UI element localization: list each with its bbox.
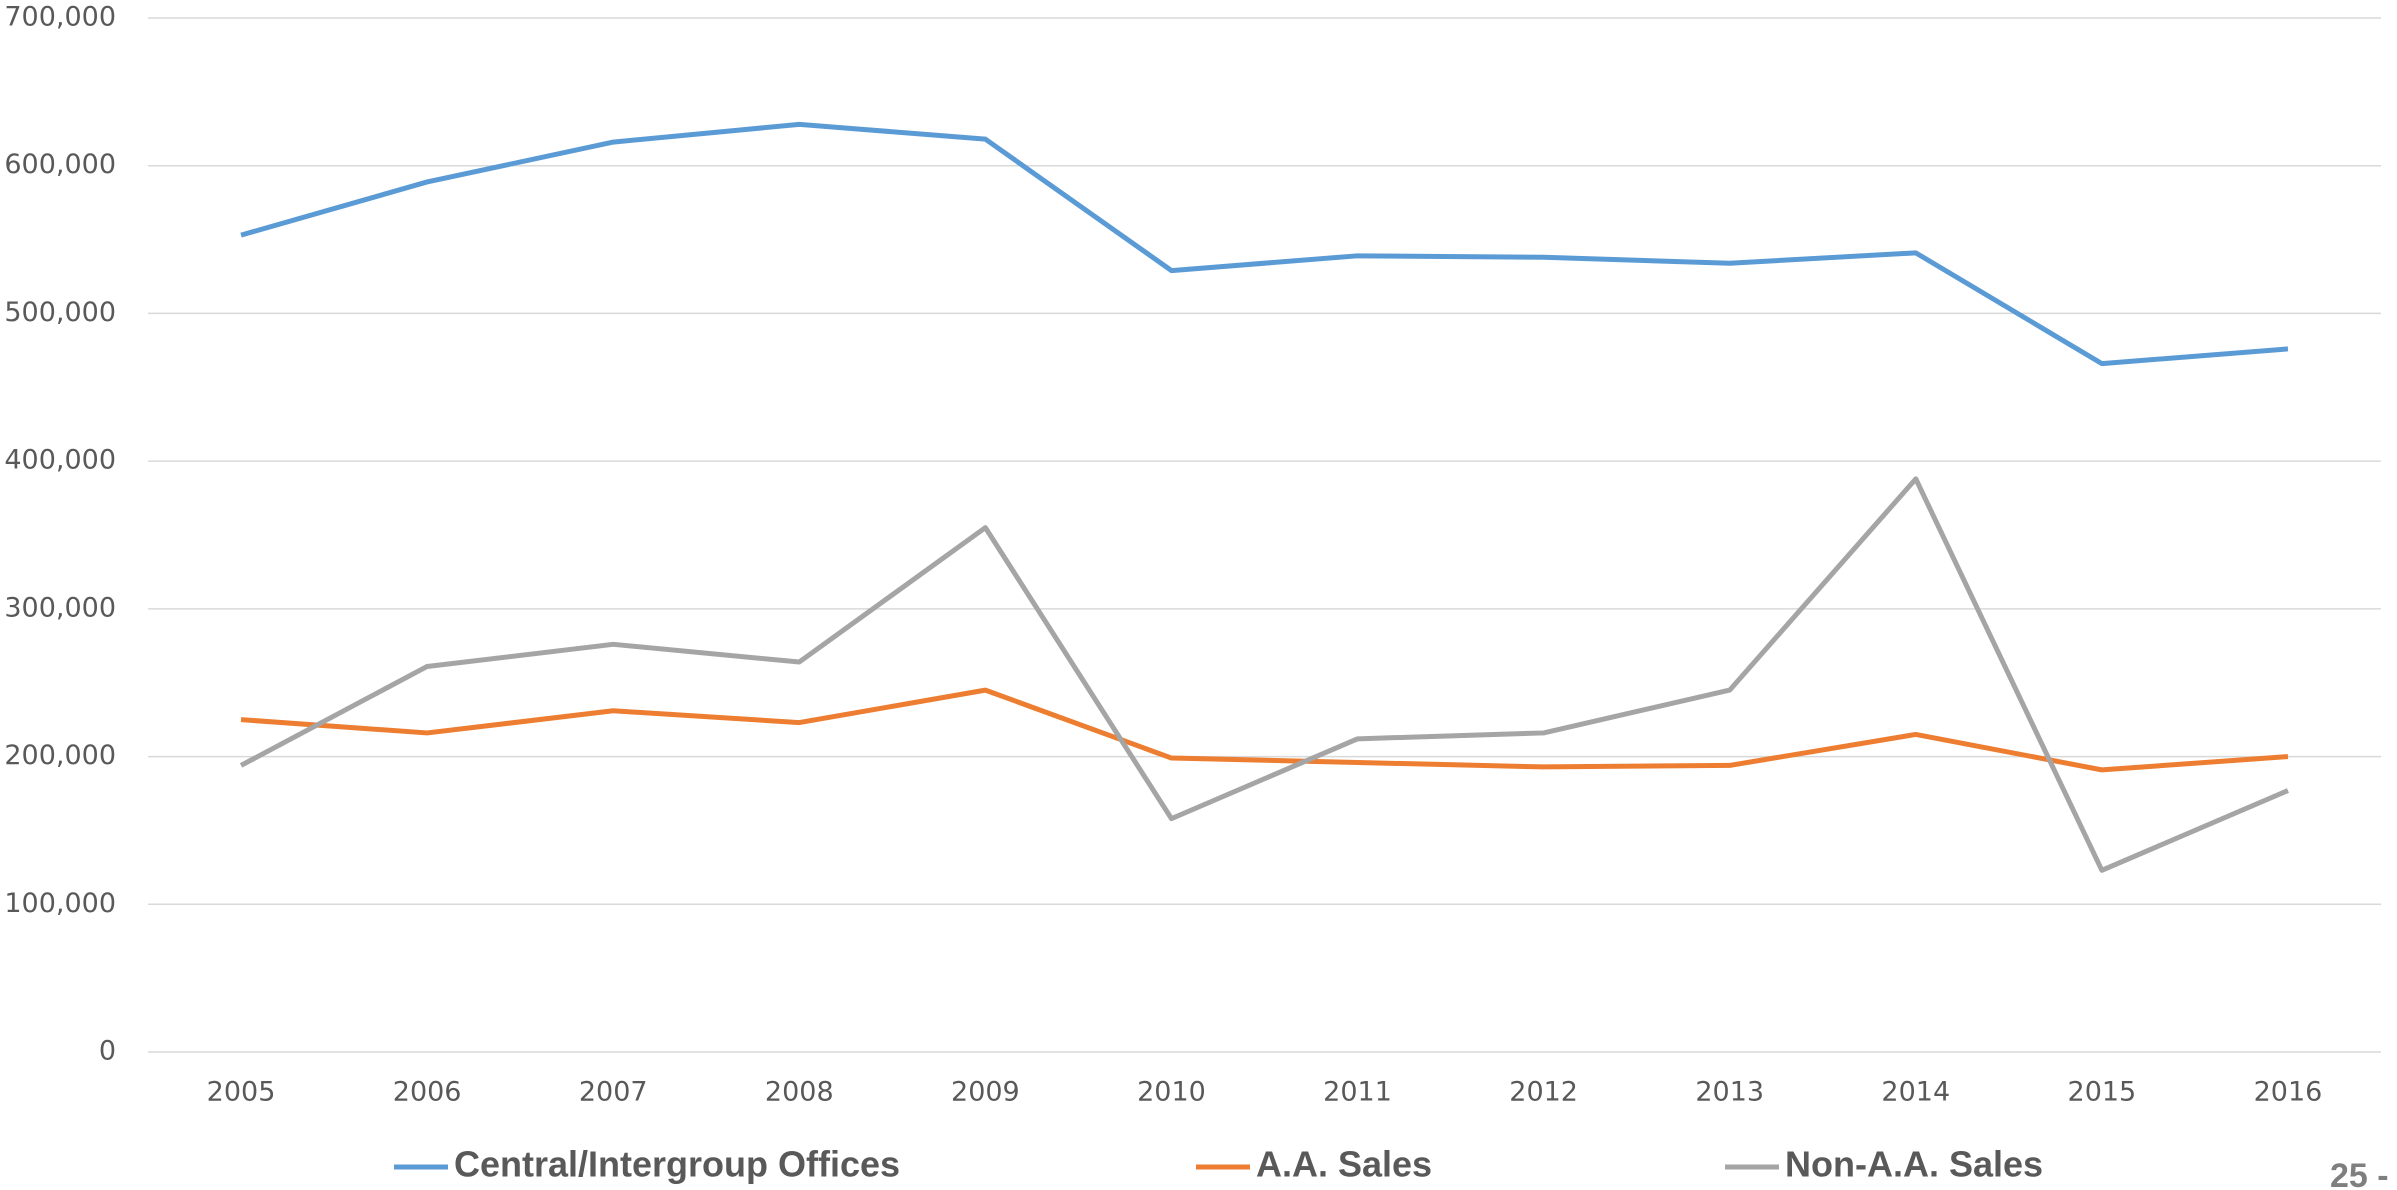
series-line	[240, 687, 2289, 773]
y-tick-label: 300,000	[4, 592, 116, 623]
series-line	[239, 476, 2289, 873]
x-tick-label: 2009	[951, 1077, 1020, 1108]
legend-label: Non-A.A. Sales	[1785, 1144, 2043, 1185]
x-tick-label: 2013	[1695, 1077, 1764, 1108]
x-tick-label: 2015	[2068, 1077, 2137, 1108]
x-tick-label: 2006	[393, 1077, 462, 1108]
y-tick-label: 500,000	[4, 297, 116, 328]
x-tick-label: 2011	[1323, 1077, 1392, 1108]
x-tick-label: 2014	[1881, 1077, 1950, 1108]
x-tick-label: 2010	[1137, 1077, 1206, 1108]
legend-label: A.A. Sales	[1256, 1144, 1432, 1185]
series-line	[240, 121, 2289, 367]
y-tick-label: 700,000	[4, 2, 116, 33]
y-tick-label: 0	[99, 1036, 116, 1067]
y-tick-label: 600,000	[4, 149, 116, 180]
x-tick-label: 2005	[207, 1077, 276, 1108]
page-number: 25 -	[2330, 1157, 2389, 1190]
y-tick-label: 100,000	[4, 888, 116, 919]
x-tick-label: 2016	[2254, 1077, 2323, 1108]
y-tick-label: 200,000	[4, 740, 116, 771]
y-tick-label: 400,000	[4, 445, 116, 476]
x-tick-label: 2007	[579, 1077, 648, 1108]
legend-label: Central/Intergroup Offices	[454, 1144, 900, 1185]
x-tick-label: 2012	[1509, 1077, 1578, 1108]
x-tick-label: 2008	[765, 1077, 834, 1108]
